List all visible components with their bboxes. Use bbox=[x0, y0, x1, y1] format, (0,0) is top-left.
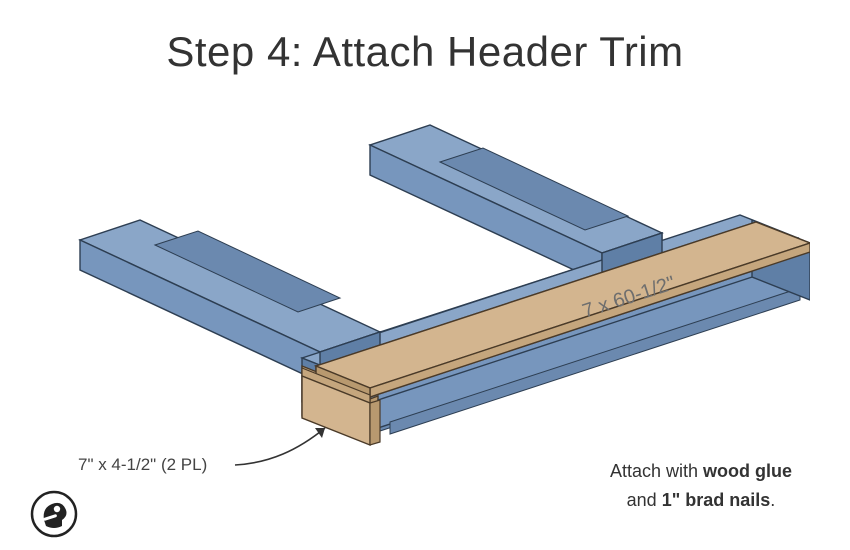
instruction-text: Attach with wood glue and 1" brad nails. bbox=[610, 457, 792, 515]
instruction-line2-bold: 1" brad nails bbox=[662, 490, 771, 510]
instruction-line1-bold: wood glue bbox=[703, 461, 792, 481]
brand-logo-icon bbox=[30, 490, 78, 538]
assembly-diagram: 7 x 60-1/2" bbox=[40, 100, 810, 480]
endcap-dimension-text: 7" x 4-1/2" (2 PL) bbox=[78, 455, 207, 475]
endcap-side-redraw bbox=[370, 400, 380, 445]
instruction-line2-pre: and bbox=[627, 490, 662, 510]
step-title: Step 4: Attach Header Trim bbox=[0, 28, 850, 76]
instruction-line2-post: . bbox=[770, 490, 775, 510]
endcap-leader bbox=[235, 428, 325, 465]
instruction-line1-pre: Attach with bbox=[610, 461, 703, 481]
